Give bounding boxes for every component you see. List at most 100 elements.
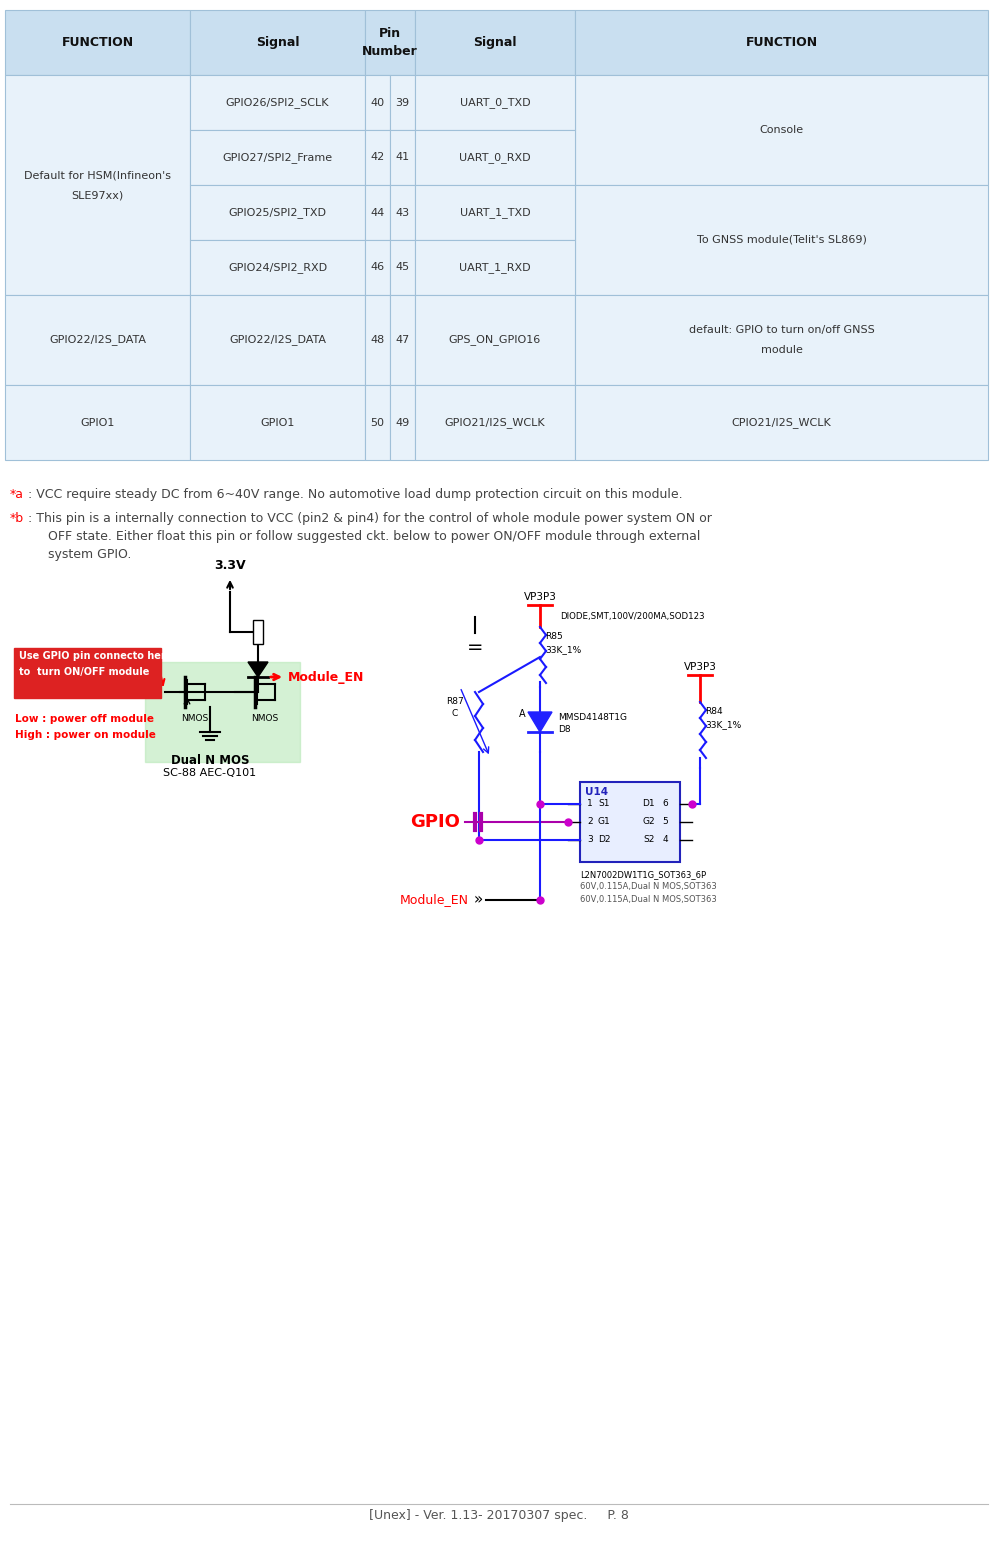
Text: 45: 45 (395, 263, 409, 272)
Text: R84: R84 (705, 707, 723, 716)
Text: GPS_ON_GPIO16: GPS_ON_GPIO16 (449, 334, 541, 345)
Text: [Unex] - Ver. 1.13- 20170307 spec.     P. 8: [Unex] - Ver. 1.13- 20170307 spec. P. 8 (369, 1509, 629, 1523)
Bar (415, 9, 575, 76)
Polygon shape (248, 662, 268, 677)
Text: U14: U14 (585, 787, 608, 798)
Bar (365, 130, 390, 186)
Bar (190, 240, 365, 295)
Text: CPIO21/I2S_WCLK: CPIO21/I2S_WCLK (732, 417, 831, 428)
Text: GPIO22/I2S_DATA: GPIO22/I2S_DATA (229, 334, 326, 345)
Bar (365, 295, 390, 385)
Text: Use GPIO pin connecto here: Use GPIO pin connecto here (19, 651, 173, 662)
Bar (190, 186, 365, 240)
Text: NMOS: NMOS (251, 714, 278, 724)
Bar (5, 9, 190, 76)
Text: : This pin is a internally connection to VCC (pin2 & pin4) for the control of wh: : This pin is a internally connection to… (24, 512, 712, 526)
Bar (580, 782, 680, 863)
Text: UART_0_TXD: UART_0_TXD (460, 97, 530, 108)
Text: 60V,0.115A,Dual N MOS,SOT363: 60V,0.115A,Dual N MOS,SOT363 (580, 883, 717, 890)
Text: R85: R85 (545, 632, 563, 642)
Text: *a: *a (10, 489, 24, 501)
Text: GPIO: GPIO (410, 813, 460, 832)
Bar (390, 130, 415, 186)
Bar (190, 130, 365, 186)
Bar (365, 385, 390, 461)
Text: 6: 6 (663, 799, 668, 809)
Bar (575, 186, 988, 295)
Text: D2: D2 (598, 835, 611, 844)
Text: GPIO26/SPI2_SCLK: GPIO26/SPI2_SCLK (226, 97, 329, 108)
Text: 49: 49 (395, 417, 409, 428)
Text: To GNSS module(Telit's SL869): To GNSS module(Telit's SL869) (697, 235, 866, 244)
Text: Signal: Signal (255, 36, 299, 49)
Text: D8: D8 (558, 725, 571, 734)
Bar (190, 9, 365, 76)
Text: OFF state. Either float this pin or follow suggested ckt. below to power ON/OFF : OFF state. Either float this pin or foll… (24, 530, 701, 543)
Text: A: A (519, 710, 525, 719)
Bar (390, 240, 415, 295)
Text: SLE97xx): SLE97xx) (72, 190, 124, 199)
Bar (415, 130, 575, 186)
Text: MMSD4148T1G: MMSD4148T1G (558, 713, 627, 722)
Text: UART_0_RXD: UART_0_RXD (459, 152, 531, 162)
Text: system GPIO.: system GPIO. (24, 547, 132, 561)
Text: GPIO25/SPI2_TXD: GPIO25/SPI2_TXD (229, 207, 326, 218)
Text: Default for HSM(Infineon's: Default for HSM(Infineon's (24, 170, 171, 179)
Bar (390, 385, 415, 461)
Text: VP3P3: VP3P3 (684, 662, 717, 673)
Text: 47: 47 (395, 335, 409, 345)
Text: D1: D1 (643, 799, 655, 809)
Text: GPIO22/I2S_DATA: GPIO22/I2S_DATA (49, 334, 146, 345)
Text: G2: G2 (643, 818, 655, 827)
Text: 5: 5 (663, 818, 668, 827)
Bar (365, 240, 390, 295)
Text: DIODE,SMT,100V/200MA,SOD123: DIODE,SMT,100V/200MA,SOD123 (560, 612, 705, 621)
Text: GPIO1: GPIO1 (260, 417, 294, 428)
Text: 50: 50 (370, 417, 384, 428)
Text: SC-88 AEC-Q101: SC-88 AEC-Q101 (164, 768, 256, 778)
Text: 1: 1 (587, 799, 593, 809)
Bar (415, 295, 575, 385)
Bar (415, 240, 575, 295)
Text: 39: 39 (395, 97, 409, 108)
Text: module: module (760, 345, 802, 356)
Text: 33K_1%: 33K_1% (545, 645, 581, 654)
Bar (253, 620, 263, 645)
Text: S2: S2 (644, 835, 655, 844)
Text: GPIO21/I2S_WCLK: GPIO21/I2S_WCLK (445, 417, 545, 428)
Text: 41: 41 (395, 153, 409, 162)
FancyBboxPatch shape (14, 648, 161, 697)
Bar (390, 186, 415, 240)
Bar (390, 295, 415, 385)
Text: 43: 43 (395, 207, 409, 218)
Text: NMOS: NMOS (182, 714, 209, 724)
Text: 48: 48 (370, 335, 384, 345)
Text: Module_EN: Module_EN (400, 894, 469, 906)
Text: G1: G1 (598, 818, 611, 827)
Bar (145, 662, 300, 762)
Bar (190, 295, 365, 385)
Bar (190, 76, 365, 130)
Text: UART_1_RXD: UART_1_RXD (459, 261, 531, 274)
Text: to  turn ON/OFF module: to turn ON/OFF module (19, 666, 150, 677)
Text: S1: S1 (598, 799, 610, 809)
Text: Pin
Number: Pin Number (362, 26, 418, 59)
Text: 4: 4 (663, 835, 668, 844)
Text: High : power on module: High : power on module (15, 730, 156, 741)
Bar (365, 186, 390, 240)
Text: 44: 44 (370, 207, 384, 218)
Text: L2N7002DW1T1G_SOT363_6P: L2N7002DW1T1G_SOT363_6P (580, 870, 707, 880)
Text: Module_EN: Module_EN (288, 671, 364, 683)
Bar (575, 76, 988, 186)
Text: 33K_1%: 33K_1% (705, 720, 742, 730)
Text: 40: 40 (370, 97, 384, 108)
Text: UART_1_TXD: UART_1_TXD (460, 207, 530, 218)
Bar (365, 76, 390, 130)
Bar (365, 9, 415, 76)
Text: 42: 42 (370, 153, 384, 162)
Bar (415, 186, 575, 240)
Text: GPIO1: GPIO1 (80, 417, 115, 428)
Text: default: GPIO to turn on/off GNSS: default: GPIO to turn on/off GNSS (689, 325, 874, 335)
Text: Dual N MOS: Dual N MOS (171, 754, 250, 767)
Bar (415, 385, 575, 461)
